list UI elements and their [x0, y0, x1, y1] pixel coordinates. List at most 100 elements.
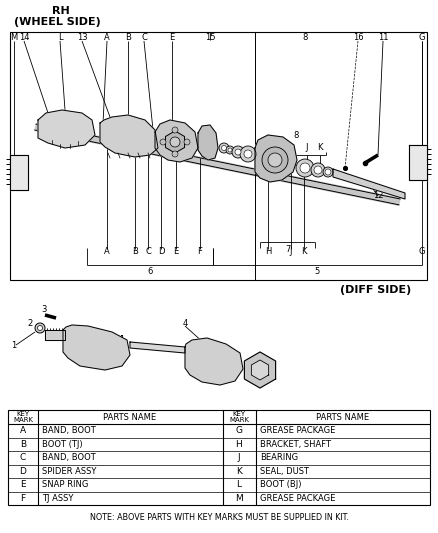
Polygon shape: [10, 155, 28, 190]
Text: PARTS NAME: PARTS NAME: [316, 413, 370, 422]
Text: E: E: [170, 34, 175, 43]
Polygon shape: [45, 330, 65, 340]
Text: G: G: [236, 426, 243, 435]
Text: K: K: [236, 467, 242, 476]
Text: KEY
MARK: KEY MARK: [13, 410, 33, 424]
Text: K: K: [317, 143, 323, 152]
Text: NOTE: ABOVE PARTS WITH KEY MARKS MUST BE SUPPLIED IN KIT.: NOTE: ABOVE PARTS WITH KEY MARKS MUST BE…: [89, 513, 349, 522]
Circle shape: [172, 151, 178, 157]
Text: RH: RH: [52, 6, 70, 16]
Circle shape: [222, 146, 226, 150]
Text: H: H: [236, 440, 242, 449]
Polygon shape: [255, 135, 297, 182]
Text: 2: 2: [27, 319, 32, 327]
Polygon shape: [251, 360, 268, 380]
Text: B: B: [125, 34, 131, 43]
Circle shape: [268, 153, 282, 167]
Text: BRACKET, SHAFT: BRACKET, SHAFT: [260, 440, 331, 449]
Bar: [10, 32, 427, 280]
Text: 4: 4: [182, 319, 187, 327]
Text: E: E: [173, 247, 179, 256]
Text: L: L: [58, 34, 62, 43]
Text: B: B: [132, 247, 138, 256]
Circle shape: [232, 146, 244, 158]
Text: E: E: [20, 480, 26, 489]
Text: 10: 10: [279, 143, 289, 152]
Text: A: A: [104, 34, 110, 43]
Circle shape: [325, 169, 331, 175]
Text: G: G: [419, 34, 425, 43]
Polygon shape: [130, 342, 185, 353]
Text: 13: 13: [77, 34, 87, 43]
Text: M: M: [11, 34, 18, 43]
Text: J: J: [238, 453, 240, 462]
Text: BAND, BOOT: BAND, BOOT: [42, 426, 96, 435]
Text: 1: 1: [11, 341, 17, 350]
Circle shape: [262, 147, 288, 173]
Circle shape: [160, 139, 166, 145]
Text: (WHEEL SIDE): (WHEEL SIDE): [14, 17, 101, 27]
Bar: [8, 410, 430, 505]
Circle shape: [244, 150, 252, 158]
Text: C: C: [141, 34, 147, 43]
Text: GREASE PACKAGE: GREASE PACKAGE: [260, 494, 336, 503]
Polygon shape: [100, 115, 158, 157]
Text: SEAL, DUST: SEAL, DUST: [260, 467, 309, 476]
Polygon shape: [409, 145, 427, 180]
Text: 6: 6: [147, 268, 153, 277]
Text: BEARING: BEARING: [260, 453, 298, 462]
Polygon shape: [166, 131, 184, 153]
Polygon shape: [38, 110, 95, 148]
Circle shape: [311, 163, 325, 177]
Polygon shape: [155, 120, 198, 162]
Text: D: D: [158, 247, 164, 256]
Circle shape: [226, 146, 234, 154]
Text: F: F: [198, 247, 202, 256]
Circle shape: [314, 166, 322, 174]
Circle shape: [172, 127, 178, 133]
Text: BOOT (BJ): BOOT (BJ): [260, 480, 301, 489]
Text: 8: 8: [302, 34, 307, 43]
Text: 12: 12: [373, 191, 383, 200]
Text: 11: 11: [378, 34, 388, 43]
Polygon shape: [244, 352, 276, 388]
Text: C: C: [20, 453, 26, 462]
Text: PARTS NAME: PARTS NAME: [103, 413, 156, 422]
Text: 8: 8: [293, 131, 299, 140]
Polygon shape: [185, 338, 243, 385]
Circle shape: [184, 139, 190, 145]
Circle shape: [296, 159, 314, 177]
Text: KEY
MARK: KEY MARK: [229, 410, 249, 424]
Text: 3: 3: [41, 305, 47, 314]
Circle shape: [38, 326, 42, 330]
Text: A: A: [20, 426, 26, 435]
Text: SPIDER ASSY: SPIDER ASSY: [42, 467, 96, 476]
Text: J: J: [306, 143, 308, 152]
Text: BAND, BOOT: BAND, BOOT: [42, 453, 96, 462]
Text: K: K: [301, 247, 307, 256]
Circle shape: [170, 137, 180, 147]
Circle shape: [228, 148, 232, 152]
Text: G: G: [419, 247, 425, 256]
Text: (DIFF SIDE): (DIFF SIDE): [340, 285, 411, 295]
Text: B: B: [20, 440, 26, 449]
Text: H: H: [265, 247, 271, 256]
Text: GREASE PACKAGE: GREASE PACKAGE: [260, 426, 336, 435]
Text: 5: 5: [314, 268, 320, 277]
Circle shape: [235, 149, 241, 155]
Circle shape: [240, 146, 256, 162]
Text: A: A: [104, 247, 110, 256]
Text: 16: 16: [353, 34, 363, 43]
Text: J: J: [290, 247, 292, 256]
Text: C: C: [145, 247, 151, 256]
Text: 9: 9: [267, 143, 272, 152]
Polygon shape: [63, 325, 130, 370]
Text: SNAP RING: SNAP RING: [42, 480, 88, 489]
Circle shape: [219, 143, 229, 153]
Text: 15: 15: [205, 34, 215, 43]
Text: M: M: [235, 494, 243, 503]
Text: 14: 14: [19, 34, 29, 43]
Polygon shape: [333, 169, 405, 199]
Text: D: D: [20, 467, 26, 476]
Circle shape: [35, 323, 45, 333]
